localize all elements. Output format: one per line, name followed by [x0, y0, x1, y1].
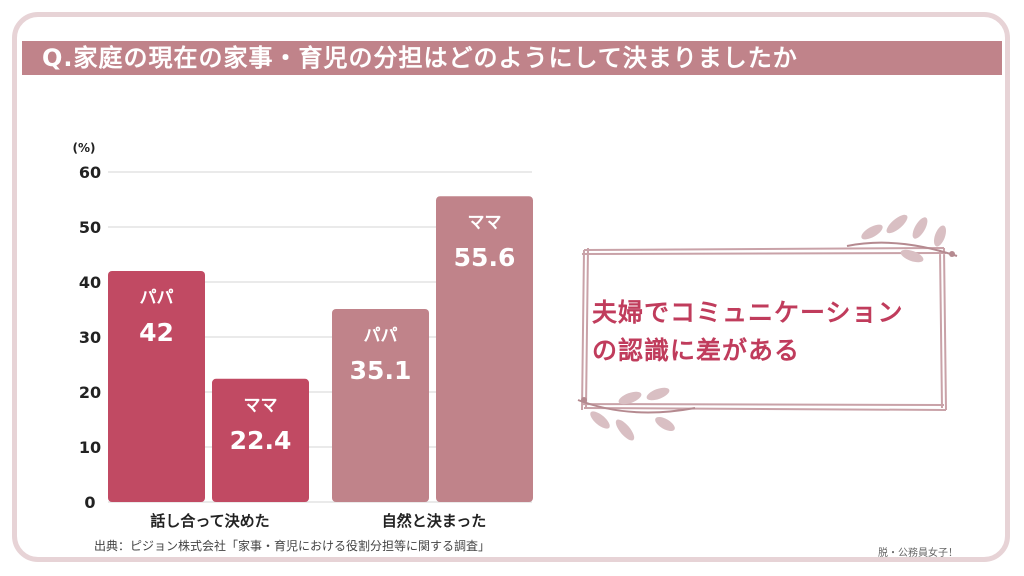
- credit-text: 脱・公務員女子！: [878, 548, 958, 559]
- bar-series-label: パパ: [364, 326, 398, 346]
- y-tick-label: 60: [79, 163, 101, 182]
- y-tick-label: 30: [79, 328, 101, 347]
- y-tick-label: 20: [79, 383, 101, 402]
- bar-value-label: 35.1: [350, 356, 412, 385]
- bar: [108, 271, 205, 502]
- leaf-branch-icon: [846, 214, 958, 263]
- title-bar: [22, 41, 1002, 75]
- note-line-2: の認識に差がある: [592, 336, 801, 365]
- note-text: 夫婦でコミュニケーション の認識に差がある: [592, 294, 932, 370]
- bar-value-label: 22.4: [230, 426, 292, 455]
- leaf-branch-icon: [577, 387, 696, 441]
- note-line-1: 夫婦でコミュニケーション: [592, 298, 904, 327]
- page-title: Q.家庭の現在の家事・育児の分担はどのようにして決まりましたか: [42, 44, 798, 72]
- bar-value-label: 42: [139, 318, 174, 347]
- note-frame: [581, 247, 947, 411]
- bar: [212, 378, 309, 502]
- y-tick-label: 0: [84, 493, 95, 512]
- bar-series-label: パパ: [140, 288, 174, 308]
- x-category-label: 話し合って決めた: [150, 512, 269, 530]
- bar-series-label: ママ: [244, 396, 278, 416]
- y-tick-label: 40: [79, 273, 101, 292]
- bar: [436, 196, 533, 502]
- y-tick-label: 10: [79, 438, 101, 457]
- source-note: 出典：ピジョン株式会社「家事・育児における役割分担等に関する調査」: [94, 539, 491, 553]
- x-category-label: 自然と決まった: [382, 512, 486, 530]
- bar-value-label: 55.6: [454, 243, 516, 272]
- bar-series-label: ママ: [468, 213, 502, 233]
- y-tick-label: 50: [79, 218, 101, 237]
- y-unit-label: (%): [73, 141, 96, 155]
- bar: [332, 308, 429, 502]
